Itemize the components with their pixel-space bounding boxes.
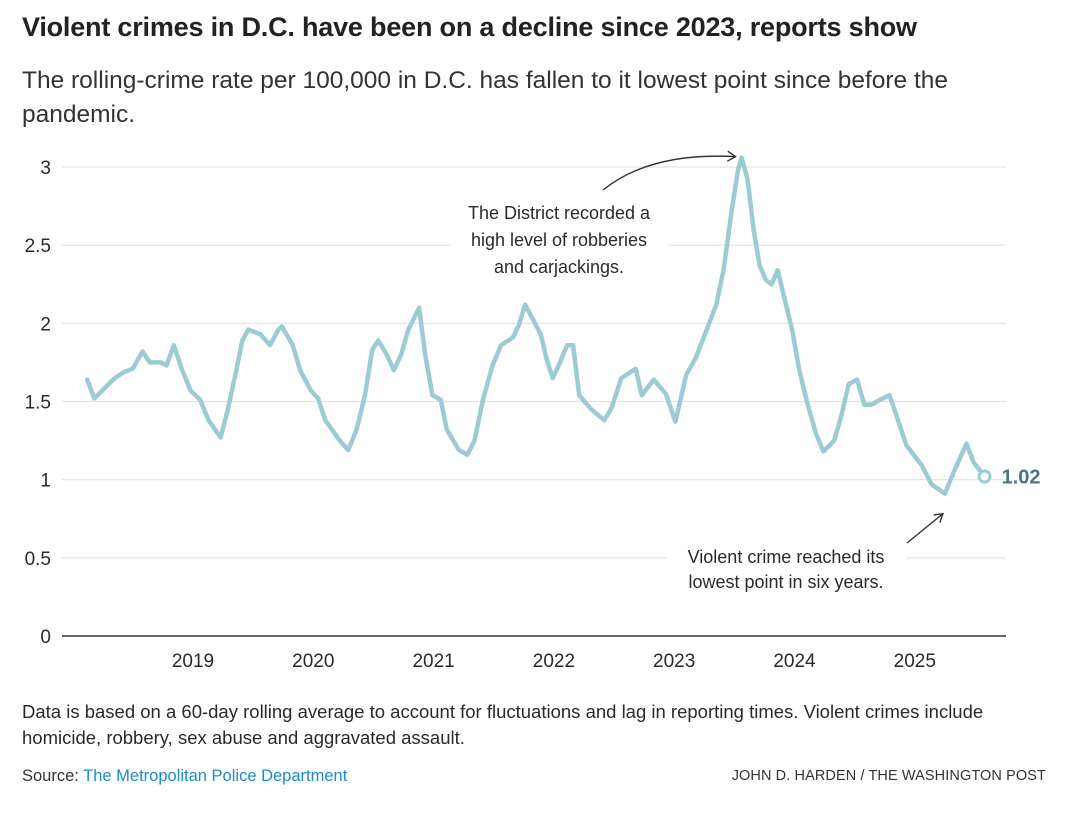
line-chart: 00.511.522.53 2019 2020 2021 2022 2023 2024 20… [25, 150, 1041, 672]
x-tick-label: 2021 [412, 651, 454, 672]
annotation-text-line: The District recorded a [468, 203, 651, 223]
end-value-label: 1.02 [1002, 467, 1041, 489]
series: 1.02 [84, 155, 1041, 496]
annotation-arrow [602, 150, 737, 191]
x-tick-label: 2024 [773, 651, 816, 672]
annotation-text-line: and carjackings. [494, 257, 624, 277]
end-point-marker [977, 469, 992, 484]
y-tick-label: 2 [40, 314, 51, 335]
x-tick-label: 2025 [894, 651, 936, 672]
chart-subtitle: The rolling-crime rate per 100,000 in D.… [22, 67, 949, 128]
source-prefix: Source: [22, 767, 84, 785]
annotation-peak: The District recorded a high level of rob… [450, 150, 737, 282]
annotation-text-line: high level of robberies [471, 230, 647, 250]
y-axis: 0 0.5 1 1.5 2 2.5 3 [25, 158, 51, 648]
y-tick-label: 1 [40, 471, 51, 492]
annotation-background [450, 198, 668, 282]
y-tick-label: 2.5 [25, 236, 51, 257]
x-axis: 2019 2020 2021 2022 2023 2024 2025 [172, 651, 936, 672]
y-tick-label: 0.5 [25, 549, 51, 570]
y-tick-label: 0 [40, 627, 51, 648]
methodology-note: Data is based on a 60-day rolling averag… [22, 701, 984, 748]
x-tick-label: 2020 [292, 651, 334, 672]
annotations: The District recorded a high level of rob… [450, 150, 944, 593]
credit-line: JOHN D. HARDEN / THE WASHINGTON POST [731, 768, 1046, 784]
annotation-text-line: Violent crime reached its [688, 547, 885, 567]
source-link[interactable]: The Metropolitan Police Department [83, 767, 348, 785]
annotation-background [666, 541, 906, 593]
source-line: Source: The Metropolitan Police Departme… [22, 767, 347, 786]
x-tick-label: 2022 [533, 651, 575, 672]
chart-title: Violent crimes in D.C. have been on a de… [22, 12, 917, 42]
annotation-text-line: lowest point in six years. [688, 572, 883, 592]
annotation-arrow [906, 512, 944, 544]
y-tick-label: 3 [40, 158, 51, 179]
series-line-violent-crime-rate [84, 155, 987, 496]
annotation-low: Violent crime reached its lowest point in… [666, 512, 944, 593]
x-tick-label: 2023 [653, 651, 695, 672]
x-tick-label: 2019 [172, 651, 214, 672]
y-tick-label: 1.5 [25, 393, 51, 414]
